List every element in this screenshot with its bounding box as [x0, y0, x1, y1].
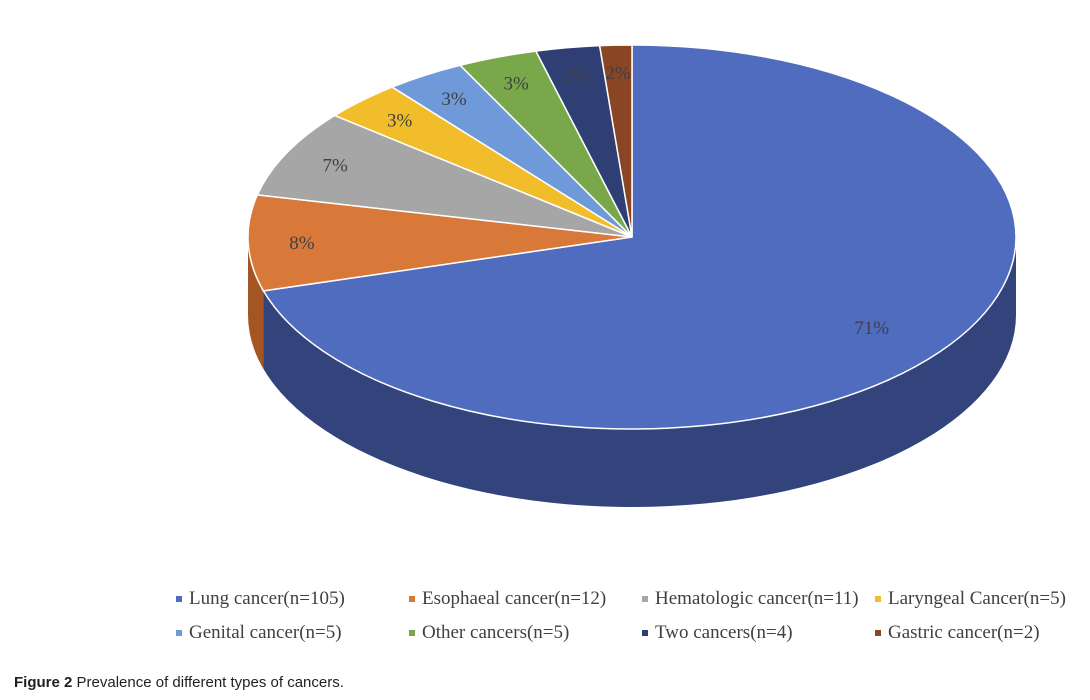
- legend-swatch: [875, 630, 881, 636]
- legend-item-esophageal: Esophaeal cancer(n=12): [409, 588, 642, 610]
- slice-label-lung-cancer: 71%: [854, 318, 889, 339]
- legend-label: Lung cancer(n=105): [189, 588, 345, 609]
- legend-item-laryngeal: Laryngeal Cancer(n=5): [875, 588, 1075, 610]
- figure-caption: Figure 2 Prevalence of different types o…: [14, 674, 344, 691]
- legend-item-gastric: Gastric cancer(n=2): [875, 622, 1075, 644]
- slice-label-esophaeal-cancer: 8%: [289, 233, 315, 254]
- legend-swatch: [642, 630, 648, 636]
- legend-row-2: Genital cancer(n=5) Other cancers(n=5) T…: [176, 616, 1076, 650]
- slice-hematologic-cancer: [256, 114, 633, 238]
- slice-label-laryngeal-cancer: 3%: [387, 111, 413, 132]
- legend-row-1: Lung cancer(n=105) Esophaeal cancer(n=12…: [176, 582, 1076, 616]
- pie-chart: 71% 8% 7% 3% 3% 3% 3% 2%: [247, 44, 1017, 508]
- legend-label: Other cancers(n=5): [422, 622, 570, 643]
- legend-swatch: [875, 596, 881, 602]
- legend-label: Genital cancer(n=5): [189, 622, 342, 643]
- legend-item-genital: Genital cancer(n=5): [176, 622, 409, 644]
- slice-label-gastric-cancer: 2%: [605, 63, 631, 84]
- pie-labels: 71% 8% 7% 3% 3% 3% 3% 2%: [289, 63, 889, 339]
- legend-label: Gastric cancer(n=2): [888, 622, 1040, 643]
- slice-esophaeal-cancer: [247, 194, 633, 292]
- slice-lung-cancer: [262, 44, 1017, 430]
- legend-label: Laryngeal Cancer(n=5): [888, 588, 1066, 609]
- legend-item-other: Other cancers(n=5): [409, 622, 642, 644]
- figure-label: Figure 2: [14, 674, 73, 691]
- legend-item-lung: Lung cancer(n=105): [176, 588, 409, 610]
- slice-label-other-cancers: 3%: [503, 73, 529, 94]
- pie-sides: [248, 237, 1016, 508]
- legend-swatch: [409, 596, 415, 602]
- legend-item-hematologic: Hematologic cancer(n=11): [642, 588, 875, 610]
- pie-slices: [247, 44, 1017, 430]
- slice-label-genital-cancer: 3%: [441, 89, 467, 110]
- legend-label: Hematologic cancer(n=11): [655, 588, 859, 609]
- legend: Lung cancer(n=105) Esophaeal cancer(n=12…: [176, 582, 1076, 650]
- slice-side-lung-cancer: [263, 237, 1016, 508]
- slice-side-esophaeal-cancer: [248, 237, 264, 369]
- caption-text: Prevalence of different types of cancers…: [76, 674, 344, 691]
- legend-swatch: [642, 596, 648, 602]
- legend-swatch: [176, 630, 182, 636]
- legend-swatch: [409, 630, 415, 636]
- legend-label: Two cancers(n=4): [655, 622, 793, 643]
- slice-label-hematologic-cancer: 7%: [322, 156, 348, 177]
- legend-label: Esophaeal cancer(n=12): [422, 588, 607, 609]
- slice-label-two-cancers: 3%: [564, 65, 590, 86]
- slice-gastric-cancer: [598, 44, 633, 238]
- legend-item-two-cancers: Two cancers(n=4): [642, 622, 875, 644]
- legend-swatch: [176, 596, 182, 602]
